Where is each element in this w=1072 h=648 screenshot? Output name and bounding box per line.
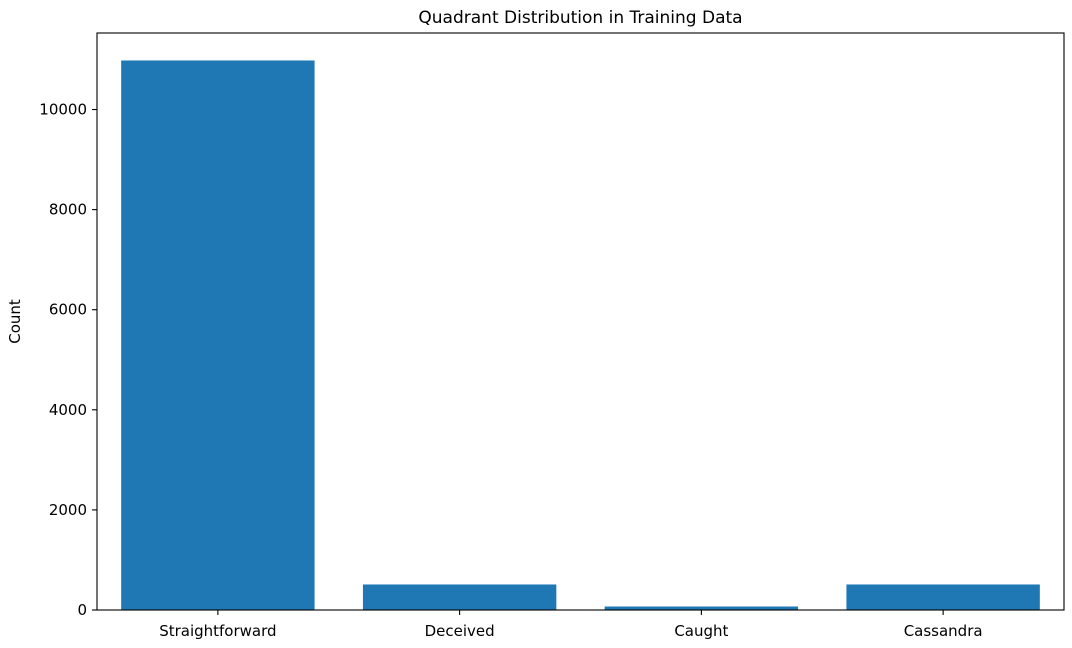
bar-cassandra — [846, 584, 1040, 610]
y-tick-label: 8000 — [49, 201, 87, 219]
x-tick-label-caught: Caught — [674, 622, 728, 640]
plot-frame — [96, 32, 1065, 611]
bar-deceived — [362, 584, 557, 610]
y-tick-label: 4000 — [49, 401, 87, 419]
chart-title: Quadrant Distribution in Training Data — [418, 8, 742, 28]
y-tick-label: 6000 — [49, 301, 87, 319]
bar-caught — [604, 606, 799, 610]
x-tick-label-cassandra: Cassandra — [904, 622, 983, 640]
x-axis: Straightforward Deceived Caught Cassandra — [159, 610, 983, 640]
x-tick-label-deceived: Deceived — [425, 622, 495, 640]
y-axis-label: Count — [6, 299, 24, 344]
bar-straightforward — [121, 60, 315, 611]
y-tick-label: 10000 — [39, 101, 87, 119]
y-tick-label: 2000 — [49, 501, 87, 519]
x-tick-label-straightforward: Straightforward — [159, 622, 276, 640]
bars-layer — [121, 60, 1040, 611]
y-axis: 0 2000 4000 6000 8000 10000 — [39, 101, 97, 619]
y-tick-label: 0 — [77, 601, 87, 619]
